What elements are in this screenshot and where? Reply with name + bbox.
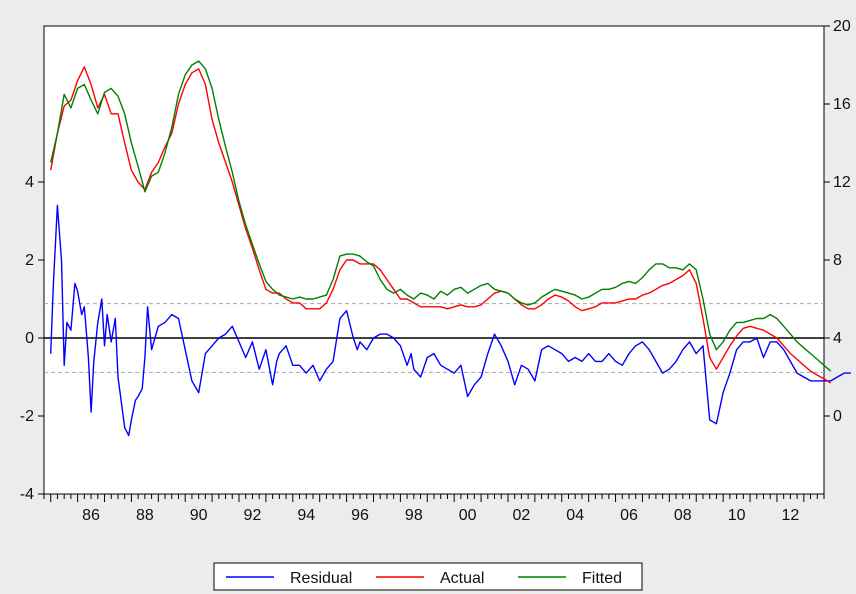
x-tick-label: 00 [459,507,477,524]
right-tick-label: 0 [833,408,842,425]
x-tick-label: 94 [297,507,315,524]
x-tick-label: 86 [82,507,100,524]
x-tick-label: 02 [513,507,531,524]
right-tick-label: 20 [833,18,851,35]
series-line-residual [50,204,851,437]
x-tick-label: 04 [566,507,584,524]
legend-label-residual: Residual [290,570,352,587]
left-tick-label: 0 [25,330,34,347]
x-tick-label: 92 [244,507,262,524]
series-line-actual [50,66,832,384]
x-tick-label: 06 [620,507,638,524]
reference-lines [44,303,824,373]
right-tick-label: 8 [833,252,842,269]
legend-box [213,562,643,591]
legend-label-fitted: Fitted [582,570,622,587]
right-tick-label: 4 [833,330,842,347]
right-tick-label: 12 [833,174,851,191]
series-line-fitted [50,60,832,372]
x-tick-label: 12 [781,507,799,524]
x-tick-label: 90 [190,507,208,524]
x-tick-label: 08 [674,507,692,524]
right-tick-label: 16 [833,96,851,113]
x-tick-label: 10 [728,507,746,524]
x-tick-label: 88 [136,507,154,524]
x-tick-label: 98 [405,507,423,524]
series-layer [50,60,851,437]
x-tick-label: 96 [351,507,369,524]
plot-area [43,25,825,495]
left-tick-label: -2 [20,408,34,425]
left-tick-label: 2 [25,252,34,269]
left-tick-label: -4 [20,486,34,503]
left-tick-label: 4 [25,174,34,191]
legend: Residual Actual Fitted [213,562,643,591]
legend-label-actual: Actual [440,570,484,587]
